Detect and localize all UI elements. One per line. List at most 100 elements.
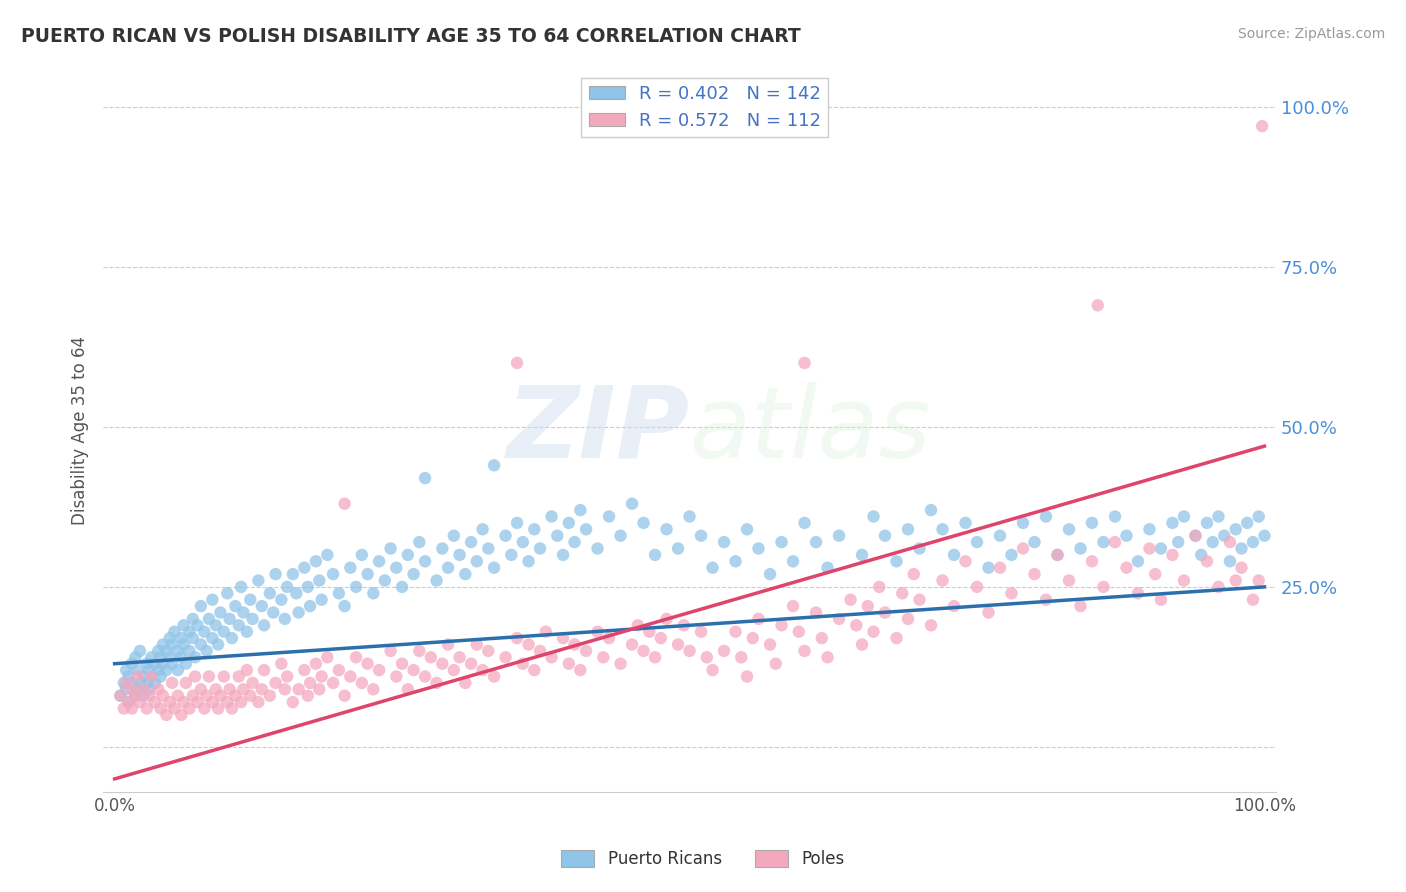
Point [920,503,942,517]
Point [413,471,436,485]
Point [127,682,149,697]
Point [765,657,787,671]
Point [396,548,419,562]
Point [285,586,308,600]
Point [1247,574,1270,588]
Point [173,695,195,709]
Point [135,676,157,690]
Point [247,695,270,709]
Point [569,663,592,677]
Point [299,599,322,613]
Point [724,624,747,639]
Point [432,657,454,671]
Point [212,624,235,639]
Point [129,676,152,690]
Point [316,650,339,665]
Point [1161,516,1184,530]
Point [163,701,186,715]
Point [1139,522,1161,536]
Point [828,529,851,543]
Point [1253,529,1275,543]
Point [141,669,163,683]
Point [449,548,471,562]
Point [308,682,330,697]
Point [897,612,920,626]
Point [274,682,297,697]
Point [1150,592,1173,607]
Point [228,618,250,632]
Point [943,548,966,562]
Point [828,612,851,626]
Point [229,695,252,709]
Point [333,497,356,511]
Point [817,560,839,574]
Point [193,624,215,639]
Point [782,599,804,613]
Point [1035,509,1057,524]
Point [977,560,1000,574]
Point [264,676,287,690]
Point [1251,119,1274,133]
Point [217,586,239,600]
Point [650,631,672,645]
Point [534,624,557,639]
Point [224,599,246,613]
Point [212,669,235,683]
Point [569,503,592,517]
Point [152,657,174,671]
Point [121,676,143,690]
Point [609,657,631,671]
Point [426,574,449,588]
Point [242,676,264,690]
Point [598,509,620,524]
Point [138,682,160,697]
Point [170,707,193,722]
Point [356,567,378,582]
Point [862,509,884,524]
Point [239,689,262,703]
Point [558,516,581,530]
Point [247,574,270,588]
Point [1057,522,1080,536]
Point [195,689,218,703]
Point [155,663,177,677]
Point [1024,535,1046,549]
Point [810,631,832,645]
Point [228,669,250,683]
Point [253,618,276,632]
Text: atlas: atlas [689,382,931,479]
Point [159,695,181,709]
Point [190,682,212,697]
Point [253,663,276,677]
Point [218,612,240,626]
Point [1069,541,1091,556]
Point [311,592,333,607]
Point [287,682,309,697]
Point [512,657,534,671]
Point [1104,509,1126,524]
Point [477,541,499,556]
Point [152,638,174,652]
Point [115,663,138,677]
Point [201,631,224,645]
Point [655,612,678,626]
Point [149,650,172,665]
Point [1230,541,1253,556]
Point [232,682,254,697]
Point [460,657,482,671]
Point [135,701,157,715]
Point [143,695,166,709]
Point [966,580,988,594]
Point [495,650,517,665]
Point [413,554,436,568]
Point [198,612,221,626]
Point [804,606,827,620]
Point [540,650,562,665]
Point [564,535,586,549]
Point [724,554,747,568]
Point [471,663,494,677]
Point [465,554,488,568]
Point [897,522,920,536]
Point [627,618,650,632]
Point [482,669,505,683]
